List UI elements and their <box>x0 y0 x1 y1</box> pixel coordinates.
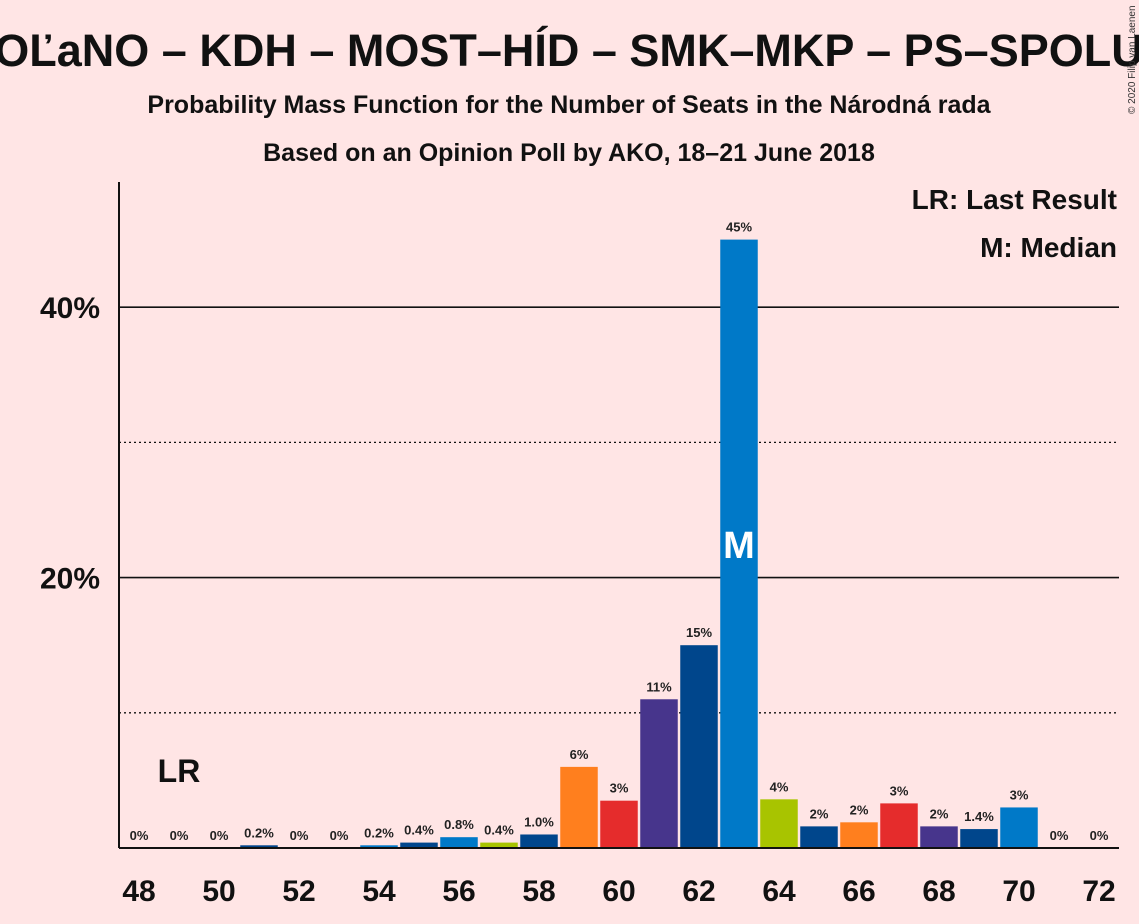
x-tick-label: 64 <box>762 875 796 908</box>
bar <box>720 239 758 849</box>
bar-value-label: 0.4% <box>484 823 514 838</box>
x-tick-label: 54 <box>362 875 396 908</box>
bar-value-label: 2% <box>850 802 869 817</box>
bar-value-label: 0% <box>1090 828 1109 843</box>
bar-value-label: 3% <box>610 781 629 796</box>
x-tick-label: 68 <box>922 875 955 908</box>
bar-value-label: 1.0% <box>524 814 554 829</box>
bar-value-label: 0.8% <box>444 817 474 832</box>
x-tick-label: 56 <box>442 875 475 908</box>
bar-value-label: 2% <box>930 806 949 821</box>
bar <box>520 834 558 848</box>
bar-value-label: 1.4% <box>964 809 994 824</box>
x-tick-label: 50 <box>202 875 235 908</box>
bar-value-label: 0% <box>170 828 189 843</box>
y-tick-label: 40% <box>40 292 100 325</box>
x-tick-label: 52 <box>282 875 315 908</box>
bar <box>360 845 398 848</box>
gridlines <box>119 306 1119 714</box>
bar-value-label: 15% <box>686 625 712 640</box>
bar-value-label: 6% <box>570 747 589 762</box>
bar <box>560 766 598 848</box>
x-tick-label: 58 <box>522 875 555 908</box>
bar <box>240 845 278 848</box>
bar-value-label: 0% <box>130 828 149 843</box>
bar <box>680 645 718 848</box>
bar <box>800 826 838 848</box>
x-tick-labels: 48 50 52 54 56 58 60 62 64 66 68 70 72 <box>122 875 1115 908</box>
bar-value-label: 45% <box>726 220 752 235</box>
bar <box>960 829 998 848</box>
bar <box>640 699 678 848</box>
median-marker: M <box>723 525 755 567</box>
bar-value-label: 0% <box>210 828 229 843</box>
bar-value-label: 0% <box>330 828 349 843</box>
x-tick-label: 62 <box>682 875 715 908</box>
x-tick-label: 70 <box>1002 875 1035 908</box>
bar-value-label: 0% <box>290 828 309 843</box>
x-tick-label: 72 <box>1082 875 1115 908</box>
bar-value-label: 0.2% <box>364 825 394 840</box>
bar-value-label: 3% <box>890 783 909 798</box>
bar <box>840 822 878 848</box>
chart-subtitle: Probability Mass Function for the Number… <box>147 91 991 119</box>
legend-last-result: LR: Last Result <box>912 184 1117 215</box>
bars-group <box>240 239 1038 849</box>
last-result-marker: LR <box>158 753 201 789</box>
chart-subtitle-poll: Based on an Opinion Poll by AKO, 18–21 J… <box>263 139 875 167</box>
bar-value-label: 0.2% <box>244 825 274 840</box>
bar <box>920 826 958 848</box>
bar-labels-group: 0% 0% 0% 0.2% 0% 0% 0.2% 0.4% 0.8% 0.4% 1.0% 6% 3% 11… <box>130 220 1109 843</box>
bar <box>880 803 918 848</box>
bar <box>1000 807 1038 848</box>
bar-value-label: 0% <box>1050 828 1069 843</box>
bar <box>600 800 638 848</box>
x-tick-label: 48 <box>122 875 155 908</box>
bar-value-label: 2% <box>810 806 829 821</box>
y-tick-labels: 20% 40% <box>40 292 100 595</box>
copyright-note: © 2020 Filip van Laenen <box>1127 5 1138 114</box>
bar <box>760 799 798 848</box>
bar <box>480 842 518 848</box>
bar <box>440 837 478 848</box>
bar-value-label: 0.4% <box>404 823 434 838</box>
y-tick-label: 20% <box>40 563 100 596</box>
bar-value-label: 4% <box>770 779 789 794</box>
bar-value-label: 3% <box>1010 787 1029 802</box>
legend-median: M: Median <box>980 232 1117 263</box>
x-tick-label: 60 <box>602 875 635 908</box>
chart-title: OĽaNO – KDH – MOST–HÍD – SMK–MKP – PS–SP… <box>0 25 1139 76</box>
bar <box>400 842 438 848</box>
bar-value-label: 11% <box>646 679 672 694</box>
x-tick-label: 66 <box>842 875 875 908</box>
